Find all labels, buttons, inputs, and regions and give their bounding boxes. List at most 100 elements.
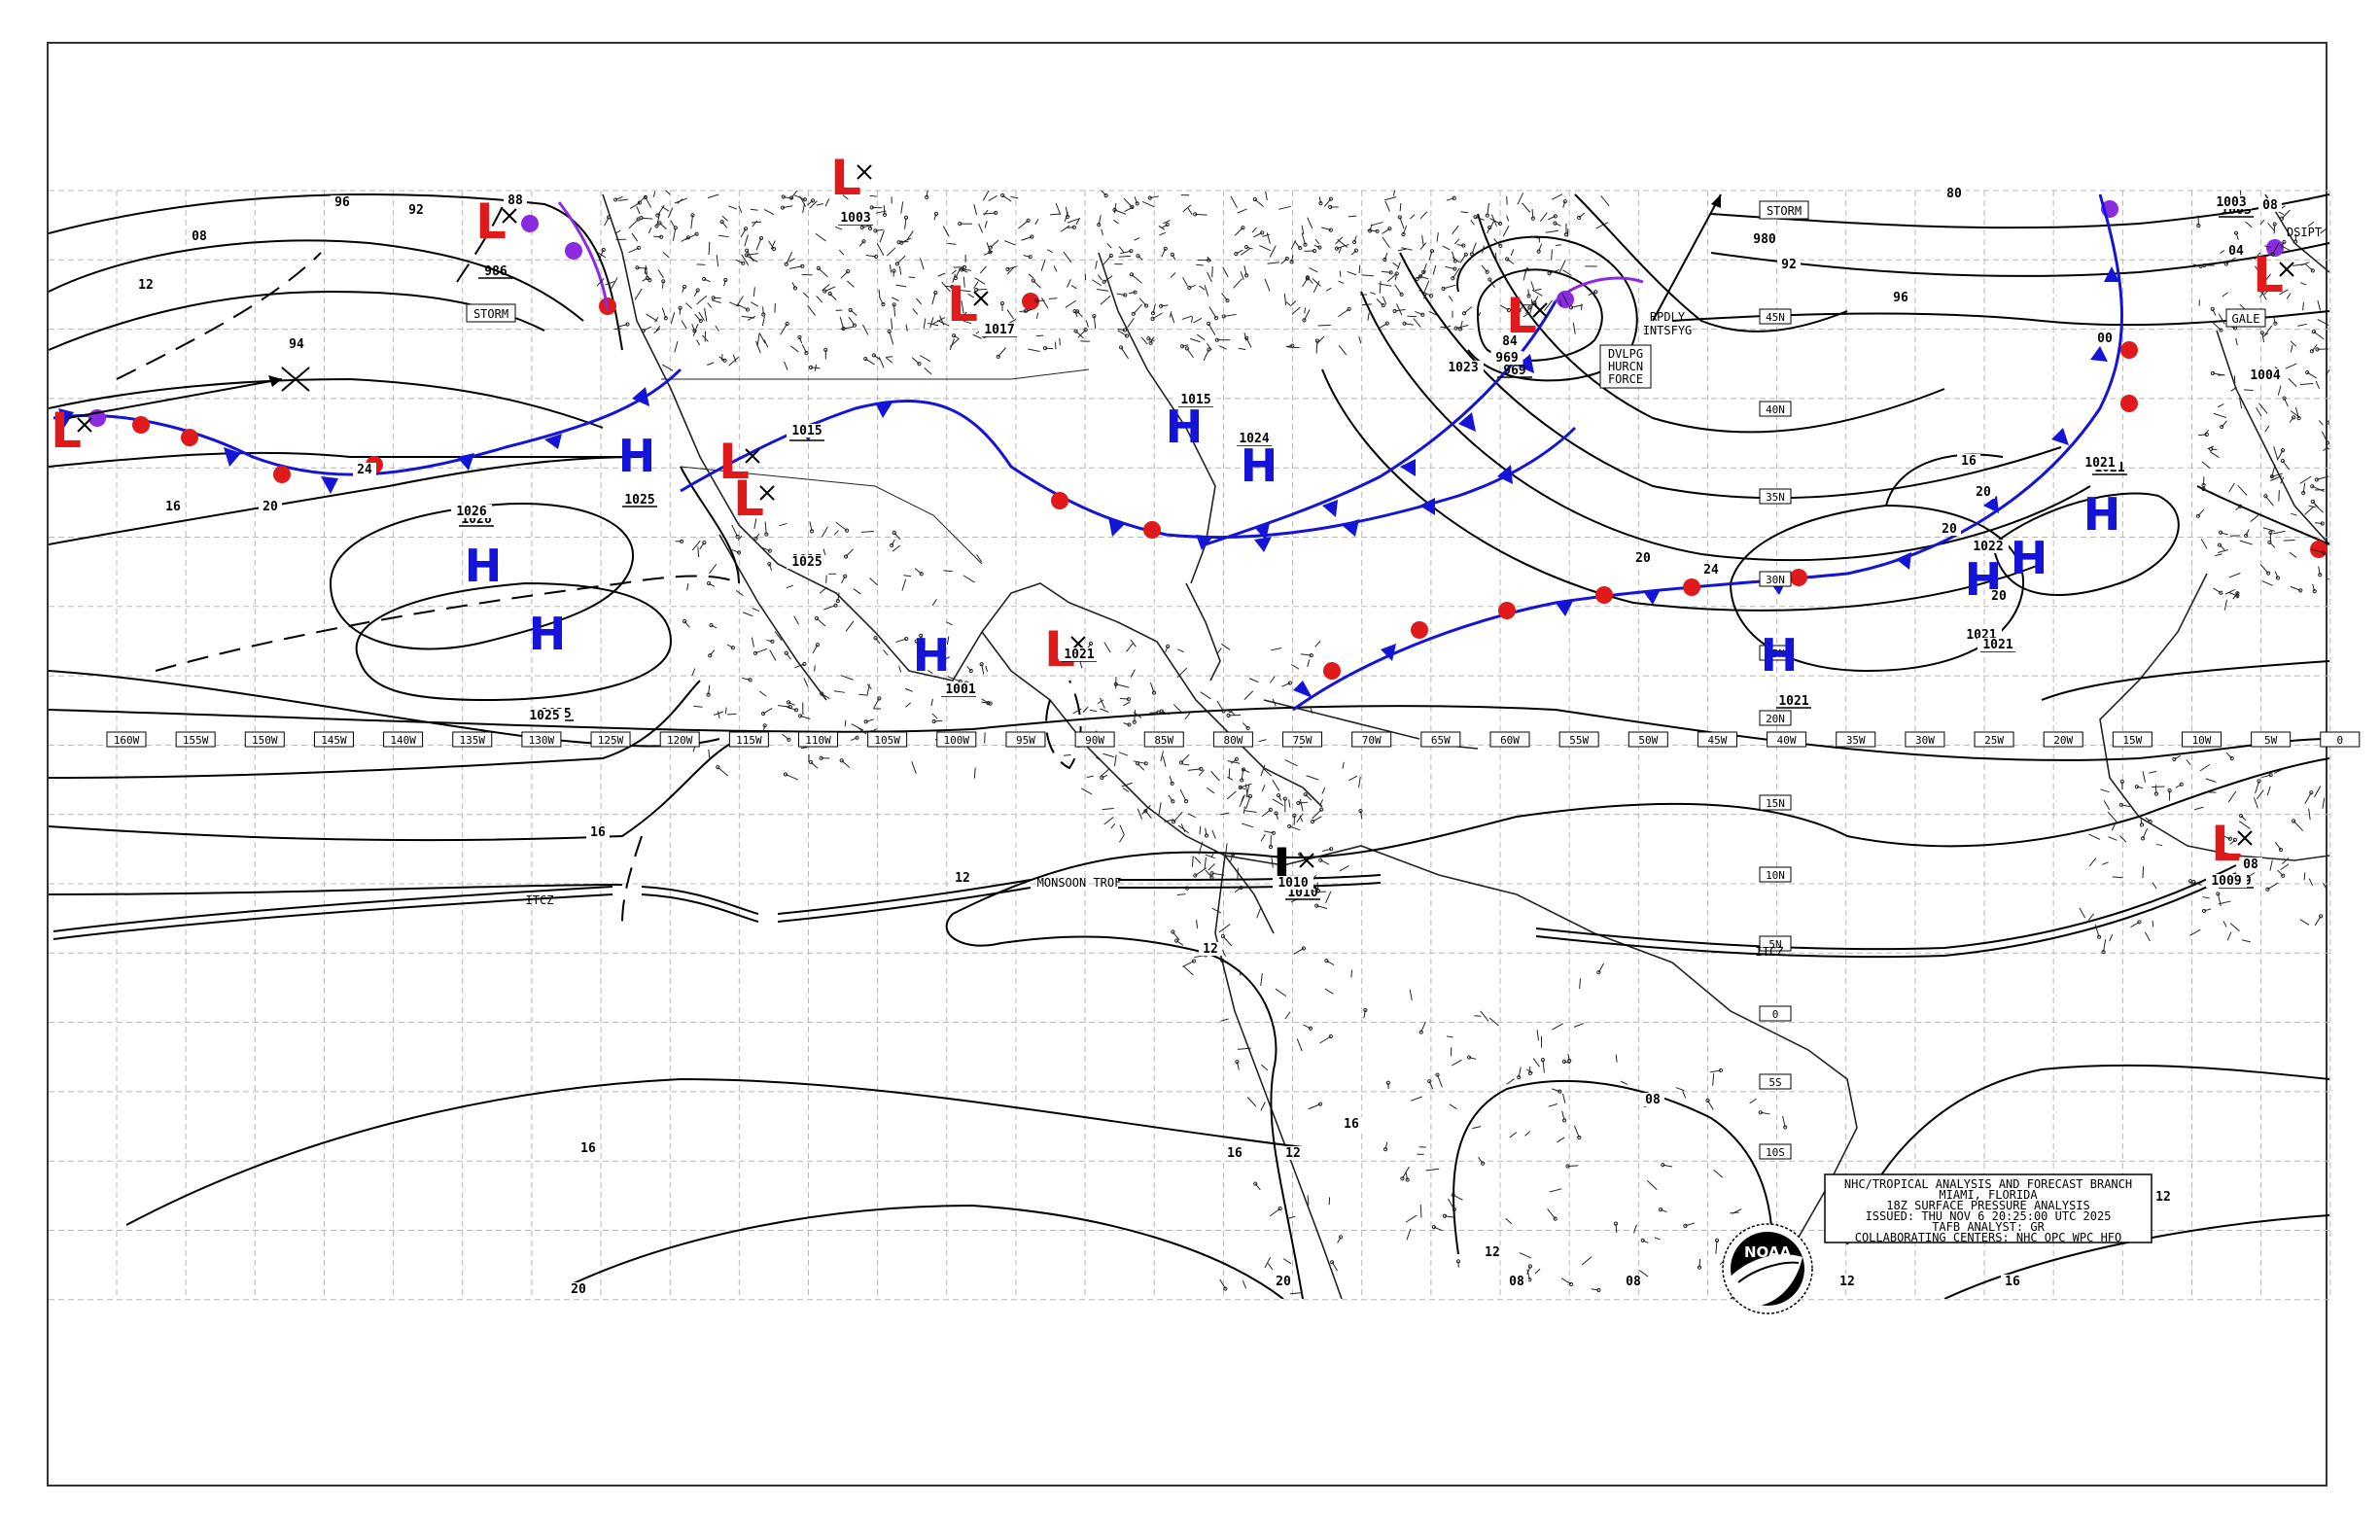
isobar-value: 1022 xyxy=(1973,540,2003,554)
lat-label: 45N xyxy=(1766,311,1785,324)
isobar-value: 1021 xyxy=(2084,456,2115,471)
isobar-value: 84 xyxy=(1502,334,1518,349)
high-central-atlantic-symbol: H xyxy=(1761,629,1799,682)
isobar-value: 20 xyxy=(262,500,278,514)
lon-label: 140W xyxy=(390,734,416,747)
isobar-value: 1025 xyxy=(791,555,822,570)
lat-label: 30N xyxy=(1766,574,1785,586)
dvlpg-label-2: HURCN xyxy=(1608,360,1643,373)
info-box: NHC/TROPICAL ANALYSIS AND FORECAST BRANC… xyxy=(1824,1173,2152,1244)
isobar-value: 24 xyxy=(357,463,372,477)
isobar-value: 24 xyxy=(1703,563,1719,578)
isobar-value: 1024 xyxy=(1239,432,1269,446)
lon-label: 65W xyxy=(1431,734,1451,747)
info-line-4: ISSUED: THU NOV 6 20:25:00 UTC 2025 xyxy=(1866,1209,2112,1223)
info-line-5: TAFB ANALYST: GR xyxy=(1932,1220,2045,1234)
lon-label: 80W xyxy=(1223,734,1242,747)
lat-label: 20N xyxy=(1766,713,1785,725)
isobar-value: 20 xyxy=(1635,551,1651,566)
isobar-value: 20 xyxy=(571,1282,586,1297)
lon-label: 45W xyxy=(1708,734,1728,747)
noaa-logo-text: NOAA xyxy=(1744,1243,1792,1261)
high-central-atlantic-value: 1021 xyxy=(1778,694,1808,709)
lat-label: 25N xyxy=(1766,648,1785,660)
isobar-value: 1015 xyxy=(791,424,822,438)
map-frame xyxy=(47,42,2328,1487)
itcz-label-atlantic: ITCZ xyxy=(1756,945,1784,959)
lat-label: 5S xyxy=(1768,1076,1781,1089)
isobar-value: 08 xyxy=(2243,858,2258,872)
low-west-pacific-symbol: L xyxy=(51,402,82,459)
lon-label: 0 xyxy=(2336,734,2343,747)
itcz-label-pacific: ITCZ xyxy=(526,893,554,907)
lon-label: 125W xyxy=(598,734,624,747)
lon-label: 55W xyxy=(1569,734,1589,747)
isobar-value: 1001 xyxy=(945,682,975,697)
south-america-west xyxy=(1214,855,1343,1299)
north-america-coast xyxy=(602,193,1323,808)
europe-coast xyxy=(2216,330,2329,545)
isobar-value: 20 xyxy=(1976,485,1991,500)
isobar-value: 12 xyxy=(138,278,154,293)
lon-label: 115W xyxy=(736,734,762,747)
isobar-value: 96 xyxy=(1893,291,1908,305)
isobar-value: 12 xyxy=(1839,1275,1855,1289)
lon-label: 95W xyxy=(1016,734,1035,747)
troughs xyxy=(116,198,1082,925)
lon-label: 120W xyxy=(667,734,693,747)
africa-coast xyxy=(2099,573,2329,861)
isobar-value: 16 xyxy=(165,500,181,514)
isobar-value: 96 xyxy=(334,195,350,210)
isobar-1024 xyxy=(355,581,673,702)
lon-label: 15W xyxy=(2122,734,2142,747)
isobar-1026 xyxy=(329,503,635,650)
longitude-labels: 160W 155W 150W 145W 140W 135W 130W 125W 120W 115W… xyxy=(106,731,2361,748)
isobar-value: 16 xyxy=(590,825,606,840)
info-line-3: 18Z SURFACE PRESSURE ANALYSIS xyxy=(1886,1199,2090,1212)
isobar-labels: 96 92 88 08 12 16 20 24 94 1026 1025 1025 1015 1017 10… xyxy=(134,187,2286,1297)
lon-label: 40W xyxy=(1777,734,1797,747)
pressure-systems: L 986 L H 1026 H 1025 H 1025 L 1015 L 1017 L 1003 L 1001… xyxy=(51,150,2294,900)
canada-border xyxy=(661,368,1090,380)
rpdly-label: RPDLY xyxy=(1650,310,1686,324)
lon-label: 100W xyxy=(944,734,970,747)
isobar-value: 12 xyxy=(1203,942,1218,957)
isobar-value: 00 xyxy=(2097,332,2113,346)
lat-label: 40N xyxy=(1766,403,1785,416)
storm-label-atlantic: STORM xyxy=(1767,204,1802,218)
isobar-value: 08 xyxy=(2262,198,2278,213)
florida xyxy=(1185,582,1221,682)
monsoon-trough-label: MONSOON TROF xyxy=(1037,876,1122,890)
isobar-value: 1015 xyxy=(1180,393,1210,407)
baja xyxy=(718,534,827,701)
isobar-value: 04 xyxy=(2228,244,2244,259)
isobar-value: 1003 xyxy=(840,211,870,226)
isobar-value: 16 xyxy=(1961,454,1977,469)
isobar-value: 92 xyxy=(1781,258,1797,272)
isobar-value: 20 xyxy=(1942,522,1957,537)
isobar-value: 1023 xyxy=(1448,361,1478,375)
isobar-value: 1026 xyxy=(456,505,486,519)
info-line-6: COLLABORATING CENTERS: NHC OPC WPC HFO xyxy=(1855,1231,2122,1244)
gulf-coast xyxy=(981,631,1275,934)
isobar-969 xyxy=(1476,268,1603,362)
isobar-value: 1025 xyxy=(529,709,559,723)
lon-label: 35W xyxy=(1846,734,1866,747)
low-canada-symbol: L xyxy=(830,150,861,206)
lon-label: 90W xyxy=(1085,734,1104,747)
storm-label-pacific: STORM xyxy=(473,307,508,321)
low-gulf-alaska-symbol: L xyxy=(475,193,507,250)
lon-label: 105W xyxy=(874,734,900,747)
lat-label: 15N xyxy=(1766,797,1785,810)
intsfyg-label: INTSFYG xyxy=(1643,324,1693,337)
isobar-value: 1017 xyxy=(984,323,1014,337)
isobar-value: 08 xyxy=(1626,1275,1641,1289)
lat-label: 10N xyxy=(1766,869,1785,882)
lon-label: 85W xyxy=(1154,734,1173,747)
lon-label: 110W xyxy=(805,734,831,747)
info-line-1: NHC/TROPICAL ANALYSIS AND FORECAST BRANC… xyxy=(1844,1177,2132,1191)
annotations: STORM STORM GALE RPDLY INTSFYG DVLPG HUR… xyxy=(67,193,2322,959)
cold-front-atlantic xyxy=(680,193,2328,712)
low-west-africa-symbol: L xyxy=(2211,816,2242,872)
lon-label: 135W xyxy=(460,734,486,747)
